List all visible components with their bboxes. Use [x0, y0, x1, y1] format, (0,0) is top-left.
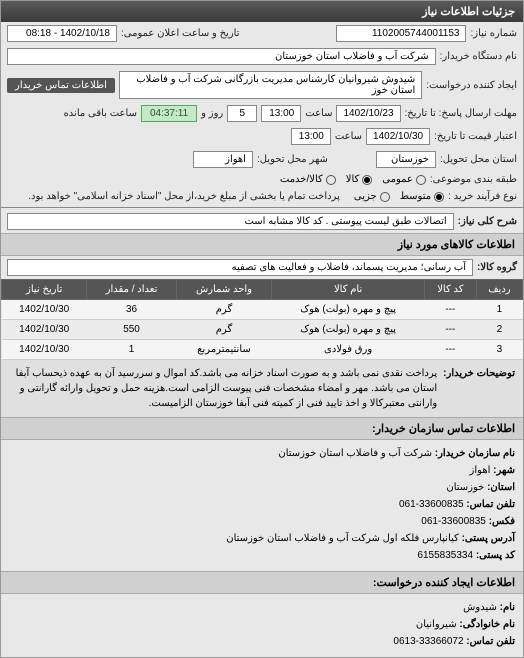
remaining-days-label: روز و	[201, 108, 223, 119]
req-lastname-label: نام خانوادگی:	[459, 619, 515, 630]
contact-addr-value: کیانپارس فلکه اول شرکت آب و فاضلاب استان…	[226, 533, 459, 544]
buyer-org-value: شرکت آب و فاضلاب استان خوزستان	[7, 48, 436, 65]
delivery-city-value: اهواز	[193, 151, 253, 168]
buy-type-option-1[interactable]: جزیی	[354, 191, 390, 202]
request-no-value: 1102005744001153	[336, 25, 466, 42]
buy-type-radio-group: متوسط جزیی	[354, 191, 444, 202]
need-title-label: شرح کلی نیاز:	[458, 216, 517, 227]
remaining-suffix: ساعت باقی مانده	[64, 108, 137, 119]
packaging-option-0[interactable]: عمومی	[382, 174, 426, 185]
req-lastname-value: شیروانیان	[416, 619, 457, 630]
requester-contact-title: اطلاعات ایجاد کننده درخواست:	[1, 571, 523, 594]
contact-state-label: استان:	[487, 482, 515, 493]
table-row: 2 --- پیچ و مهره (بولت) هوک گرم 550 1402…	[2, 320, 523, 340]
delivery-state-label: استان محل تحویل:	[440, 154, 517, 165]
contact-org-value: شرکت آب و فاضلاب استان خوزستان	[278, 448, 432, 459]
table-row: 1 --- پیچ و مهره (بولت) هوک گرم 36 1402/…	[2, 300, 523, 320]
goods-info-title: اطلاعات کالاهای مورد نیاز	[1, 233, 523, 256]
need-title-value: اتصالات طبق لیست پیوستی . کد کالا مشابه …	[7, 213, 454, 230]
request-no-label: شماره نیاز:	[470, 28, 517, 39]
requester-label: ایجاد کننده درخواست:	[426, 80, 517, 91]
contact-phone-label: تلفن تماس:	[466, 499, 515, 510]
valid-until-date: 1402/10/30	[366, 128, 430, 145]
col-date: تاریخ نیاز	[2, 280, 87, 300]
contact-info-button[interactable]: اطلاعات تماس خریدار	[7, 78, 115, 93]
contact-city-value: اهواز	[470, 465, 491, 476]
goods-group-label: گروه کالا:	[477, 262, 517, 273]
contact-state-value: خوزستان	[446, 482, 484, 493]
packaging-option-2[interactable]: کالا/خدمت	[280, 174, 336, 185]
radio-icon	[434, 192, 444, 202]
goods-table: ردیف کد کالا نام کالا واحد شمارش تعداد /…	[1, 279, 523, 360]
table-row: 3 --- ورق فولادی سانتیمترمربع 1 1402/10/…	[2, 340, 523, 360]
deadline-label: مهلت ارسال پاسخ: تا تاریخ:	[405, 108, 517, 119]
buy-type-label: نوع فرآیند خرید :	[448, 191, 517, 202]
packaging-option-1[interactable]: کالا	[346, 174, 373, 185]
delivery-city-label: شهر محل تحویل:	[257, 154, 328, 165]
announce-date-label: تاریخ و ساعت اعلان عمومی:	[121, 28, 240, 39]
contact-fax-label: فکس:	[489, 516, 515, 527]
radio-icon	[362, 175, 372, 185]
valid-until-hour: 13:00	[291, 128, 331, 145]
buyer-notes-label: توضیحات خریدار:	[443, 366, 515, 411]
contact-fax-value: 33600835-061	[421, 516, 486, 527]
delivery-state-value: خوزستان	[376, 151, 436, 168]
contact-org-label: نام سازمان خریدار:	[435, 448, 515, 459]
deadline-hour: 13:00	[261, 105, 301, 122]
req-phone-label: تلفن تماس:	[466, 636, 515, 647]
contact-postcode-value: 6155835334	[417, 550, 473, 561]
radio-icon	[380, 192, 390, 202]
packaging-radio-group: عمومی کالا کالا/خدمت	[280, 174, 426, 185]
req-firstname-label: نام:	[500, 602, 515, 613]
col-index: ردیف	[476, 280, 522, 300]
remaining-time: 04:37:11	[141, 105, 197, 122]
req-firstname-value: شیدوش	[463, 602, 497, 613]
packaging-label: طبقه بندی موضوعی:	[430, 174, 517, 185]
contact-title: اطلاعات تماس سازمان خریدار:	[1, 417, 523, 440]
contact-phone-value: 33600835-061	[399, 499, 464, 510]
col-unit: واحد شمارش	[176, 280, 272, 300]
contact-city-label: شهر:	[493, 465, 515, 476]
buy-type-note: پرداخت تمام یا بخشی از مبلغ خرید،از محل …	[28, 191, 340, 202]
col-qty: تعداد / مقدار	[87, 280, 176, 300]
goods-group-value: آب رسانی؛ مدیریت پسماند، فاضلاب و فعالیت…	[7, 259, 473, 276]
valid-until-label: اعتبار قیمت تا تاریخ:	[434, 131, 517, 142]
col-code: کد کالا	[424, 280, 476, 300]
col-name: نام کالا	[272, 280, 425, 300]
deadline-date: 1402/10/23	[336, 105, 400, 122]
buyer-notes-text: پرداخت نقدی نمی باشد و به صورت اسناد خزا…	[9, 366, 437, 411]
radio-icon	[326, 175, 336, 185]
valid-until-hour-label: ساعت	[335, 131, 362, 142]
radio-icon	[416, 175, 426, 185]
contact-postcode-label: کد پستی:	[476, 550, 515, 561]
req-phone-value: 33366072-0613	[393, 636, 463, 647]
buyer-org-label: نام دستگاه خریدار:	[440, 51, 517, 62]
buy-type-option-0[interactable]: متوسط	[400, 191, 444, 202]
deadline-hour-label: ساعت	[305, 108, 332, 119]
contact-addr-label: آدرس پستی:	[462, 533, 515, 544]
requester-value: شیدوش شیروانیان کارشناس مدیریت بازرگانی …	[119, 71, 422, 99]
panel-title: جزئیات اطلاعات نیاز	[1, 1, 523, 22]
remaining-days: 5	[227, 105, 257, 122]
announce-date-value: 1402/10/18 - 08:18	[7, 25, 117, 42]
